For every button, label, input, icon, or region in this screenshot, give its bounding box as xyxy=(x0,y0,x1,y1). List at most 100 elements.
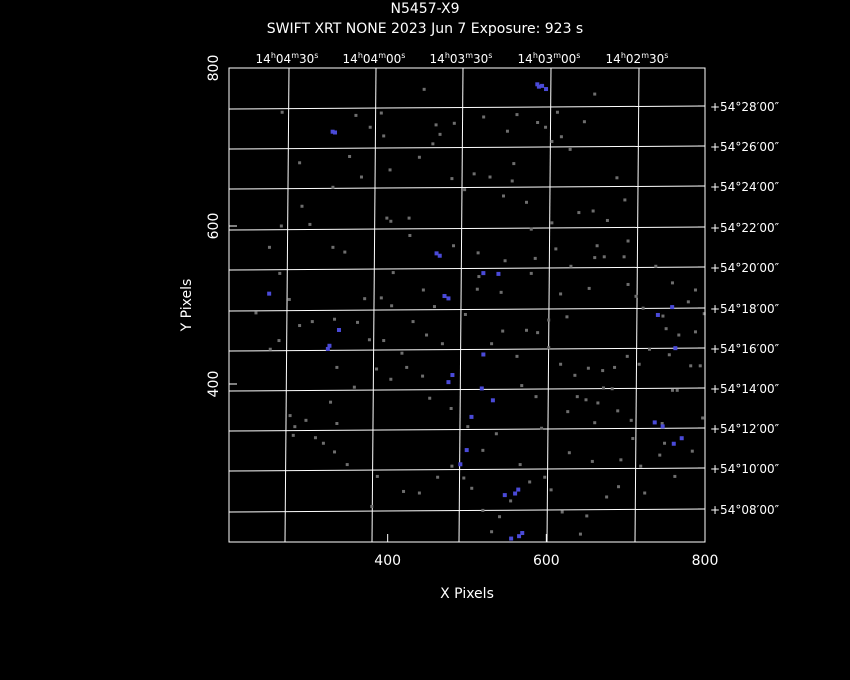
source-event-point xyxy=(450,373,455,378)
dec-tick-label: +54°22′00″ xyxy=(710,221,780,235)
event-point xyxy=(352,385,356,389)
x-axis-label: X Pixels xyxy=(440,586,494,602)
event-point xyxy=(629,418,633,422)
event-point xyxy=(391,271,395,275)
event-point xyxy=(586,366,590,370)
event-point xyxy=(622,255,626,259)
event-point xyxy=(288,414,292,418)
event-point xyxy=(345,463,349,467)
event-point xyxy=(490,342,494,346)
chart-title: N5457-X9 xyxy=(390,1,460,17)
event-point xyxy=(375,474,379,478)
ra-grid-line xyxy=(284,67,290,543)
event-point xyxy=(400,351,404,355)
event-point xyxy=(279,224,283,228)
event-point xyxy=(525,200,528,204)
event-point xyxy=(693,288,697,292)
event-point xyxy=(533,256,537,260)
source-event-point xyxy=(442,294,447,299)
event-point xyxy=(673,474,677,478)
event-point xyxy=(313,436,317,440)
dec-tick-label: +54°28′00″ xyxy=(710,100,780,114)
event-point xyxy=(623,198,627,202)
event-point xyxy=(529,227,533,231)
event-point xyxy=(490,530,494,534)
event-point xyxy=(428,396,432,400)
event-point xyxy=(359,175,363,179)
dec-grid-line xyxy=(228,185,706,190)
event-point xyxy=(481,448,485,452)
event-points xyxy=(254,82,706,541)
event-point xyxy=(425,333,429,337)
dec-grid-line xyxy=(228,307,706,312)
event-point xyxy=(593,92,597,96)
event-point xyxy=(701,416,705,420)
event-point xyxy=(619,458,623,462)
plot-frame xyxy=(228,67,706,543)
dec-tick-label: +54°16′00″ xyxy=(710,342,780,356)
event-point xyxy=(549,488,553,492)
event-point xyxy=(510,179,514,183)
source-event-point xyxy=(520,531,525,536)
event-point xyxy=(518,463,522,467)
axes: 400 600 800 400 600 800 X Pixels Y Pixels 14h04m… xyxy=(179,51,780,602)
event-point xyxy=(450,464,454,468)
event-point xyxy=(505,129,509,133)
event-point xyxy=(565,315,569,319)
event-point xyxy=(440,342,444,346)
event-point xyxy=(411,320,415,324)
source-event-point xyxy=(437,253,442,258)
event-point xyxy=(421,288,425,292)
event-point xyxy=(356,320,360,324)
event-point xyxy=(663,441,667,445)
event-point xyxy=(329,400,333,404)
event-point xyxy=(637,362,641,366)
event-point xyxy=(702,312,706,316)
event-point xyxy=(450,177,454,181)
event-point xyxy=(625,354,629,358)
source-event-point xyxy=(464,448,469,453)
source-event-point xyxy=(540,83,545,88)
dec-grid-line xyxy=(228,427,706,432)
event-point xyxy=(536,331,540,335)
coordinate-grid xyxy=(228,67,706,543)
event-point xyxy=(291,433,295,437)
event-point xyxy=(335,365,339,369)
event-point xyxy=(587,286,591,290)
event-point xyxy=(536,121,540,125)
event-point xyxy=(379,111,383,115)
event-point xyxy=(298,161,302,165)
event-point xyxy=(573,373,577,377)
event-point xyxy=(585,514,589,518)
y-tick-label: 400 xyxy=(206,371,222,398)
source-event-point xyxy=(267,291,272,296)
event-point xyxy=(670,281,674,285)
event-point xyxy=(308,222,312,226)
event-point xyxy=(698,364,702,368)
source-event-point xyxy=(671,441,676,446)
dec-tick-label: +54°12′00″ xyxy=(710,422,780,436)
event-point xyxy=(482,115,486,119)
event-point xyxy=(582,120,586,124)
y-tick-label: 800 xyxy=(206,55,222,82)
event-point xyxy=(675,388,679,392)
event-point xyxy=(280,110,284,114)
event-point xyxy=(379,296,383,300)
event-point xyxy=(639,464,643,468)
event-point xyxy=(388,168,392,172)
event-point xyxy=(578,532,582,536)
event-point xyxy=(660,422,664,425)
source-event-point xyxy=(496,271,501,276)
event-point xyxy=(515,113,519,117)
source-event-point xyxy=(446,296,451,301)
event-point xyxy=(601,386,605,390)
event-point xyxy=(331,245,335,249)
event-point xyxy=(670,388,674,392)
source-event-point xyxy=(490,398,495,403)
event-point xyxy=(475,287,479,291)
event-point xyxy=(277,339,281,343)
event-point xyxy=(389,377,393,381)
y-axis-label: Y Pixels xyxy=(179,279,195,333)
dec-grid-line xyxy=(228,467,706,472)
event-point xyxy=(658,453,662,457)
